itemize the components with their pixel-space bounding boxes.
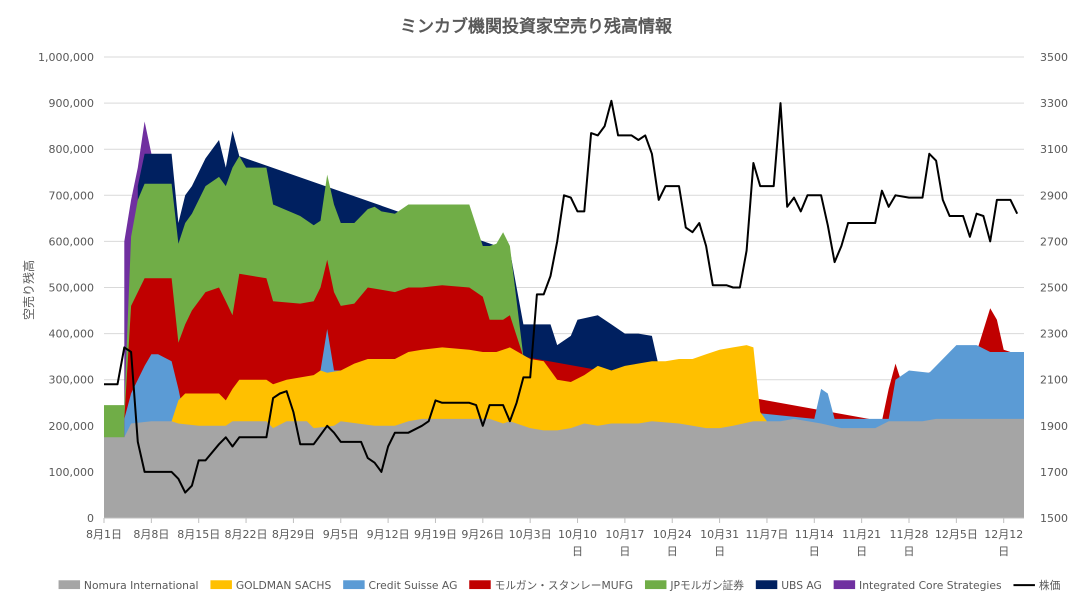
y-tick-label: 700,000 [49, 189, 95, 202]
stock-price-line [104, 99, 1019, 494]
x-tick-label-line: 10月31 [700, 528, 739, 541]
y2-tick-label: 3300 [1040, 97, 1068, 110]
x-tick-label-line: 日 [904, 545, 915, 558]
y-tick-label: 600,000 [49, 235, 95, 248]
legend-label: GOLDMAN SACHS [236, 579, 332, 592]
x-tick-label-line: 日 [667, 545, 678, 558]
x-tick-label-line: 10月24 [653, 528, 692, 541]
area-series [104, 121, 1025, 519]
y-tick-label: 1,000,000 [38, 51, 94, 64]
y-tick-label: 400,000 [49, 328, 95, 341]
x-tick-label-line: 日 [572, 545, 583, 558]
y-tick-label: 500,000 [49, 282, 95, 295]
x-tick-label-line: 11月14 [795, 528, 834, 541]
y-axis-label: 空売り残高 [21, 260, 36, 320]
x-tick-label: 9月12日 [367, 528, 410, 541]
x-tick-label-line: 日 [998, 545, 1009, 558]
legend-label: JPモルガン証券 [669, 579, 744, 592]
y2-tick-label: 3100 [1040, 143, 1068, 156]
y2-tick-label: 2700 [1040, 235, 1068, 248]
legend-swatch [644, 580, 667, 590]
y2-tick-label: 1900 [1040, 420, 1068, 433]
x-tick-label-line: 12月12 [984, 528, 1023, 541]
x-tick-label: 12月12 日 [984, 528, 1023, 558]
x-tick-label-line: 10月10 [558, 528, 597, 541]
x-tick-label: 10月31 日 [700, 528, 739, 558]
x-tick-label: 8月22日 [225, 528, 268, 541]
price-line-series [104, 99, 1019, 494]
y-tick-label: 200,000 [49, 420, 95, 433]
x-tick-label: 10月24 日 [653, 528, 692, 558]
x-tick-label: 8月29日 [272, 528, 315, 541]
y2-tick-label: 3500 [1040, 51, 1068, 64]
legend-label: Nomura International [84, 579, 199, 592]
y-tick-label: 300,000 [49, 374, 95, 387]
y-tick-label: 800,000 [49, 143, 95, 156]
x-tick-label-line: 日 [809, 545, 820, 558]
y-tick-label: 0 [87, 512, 94, 525]
legend-label: Integrated Core Strategies [859, 579, 1002, 592]
y2-tick-label: 2300 [1040, 328, 1068, 341]
x-tick-label: 10月17 日 [605, 528, 644, 558]
legend-label: モルガン・スタンレーMUFG [495, 579, 633, 592]
legend-swatch [755, 580, 778, 590]
x-tick-label: 11月21 日 [842, 528, 881, 558]
legend-swatch [833, 580, 856, 590]
x-tick-label: 8月15日 [177, 528, 220, 541]
area-nomura-international [104, 418, 1024, 518]
legend-label: Credit Suisse AG [369, 579, 458, 592]
x-tick-label-line: 日 [856, 545, 867, 558]
x-tick-label: 11月7日 [745, 528, 788, 541]
y2-tick-label: 2100 [1040, 374, 1068, 387]
legend-label: 株価 [1039, 579, 1061, 592]
chart-title: ミンカブ機関投資家空売り残高情報 [400, 16, 673, 37]
x-tick-label: 12月5日 [935, 528, 978, 541]
x-tick-label: 9月19日 [414, 528, 457, 541]
x-tick-label: 10月3日 [509, 528, 552, 541]
y2-tick-label: 2500 [1040, 282, 1068, 295]
x-tick-label: 8月1日 [86, 528, 122, 541]
x-tick-label: 9月5日 [323, 528, 359, 541]
y2-tick-label: 2900 [1040, 189, 1068, 202]
axes: 0 100,000 200,000 300,000 400,000 500,000 600,… [38, 51, 1068, 558]
y-tick-label: 100,000 [49, 466, 95, 479]
x-tick-label: 9月26日 [461, 528, 504, 541]
y-tick-label: 900,000 [49, 97, 95, 110]
x-tick-label: 8月8日 [133, 528, 169, 541]
y2-tick-label: 1700 [1040, 466, 1068, 479]
legend-label: UBS AG [781, 579, 822, 592]
x-tick-label: 10月10 日 [558, 528, 597, 558]
x-tick-label-line: 日 [714, 545, 725, 558]
x-tick-label-line: 11月21 [842, 528, 881, 541]
x-tick-label-line: 日 [619, 545, 630, 558]
legend-swatch [58, 580, 81, 590]
legend-swatch [469, 580, 491, 590]
legend-swatch [343, 580, 365, 590]
x-tick-label: 11月14 日 [795, 528, 834, 558]
x-tick-label: 11月28 日 [890, 528, 929, 558]
x-tick-label-line: 11月28 [890, 528, 929, 541]
legend: Nomura International GOLDMAN SACHS Credit … [58, 579, 1061, 592]
y2-tick-label: 1500 [1040, 512, 1068, 525]
x-tick-label-line: 10月17 [605, 528, 644, 541]
legend-swatch [210, 580, 232, 590]
